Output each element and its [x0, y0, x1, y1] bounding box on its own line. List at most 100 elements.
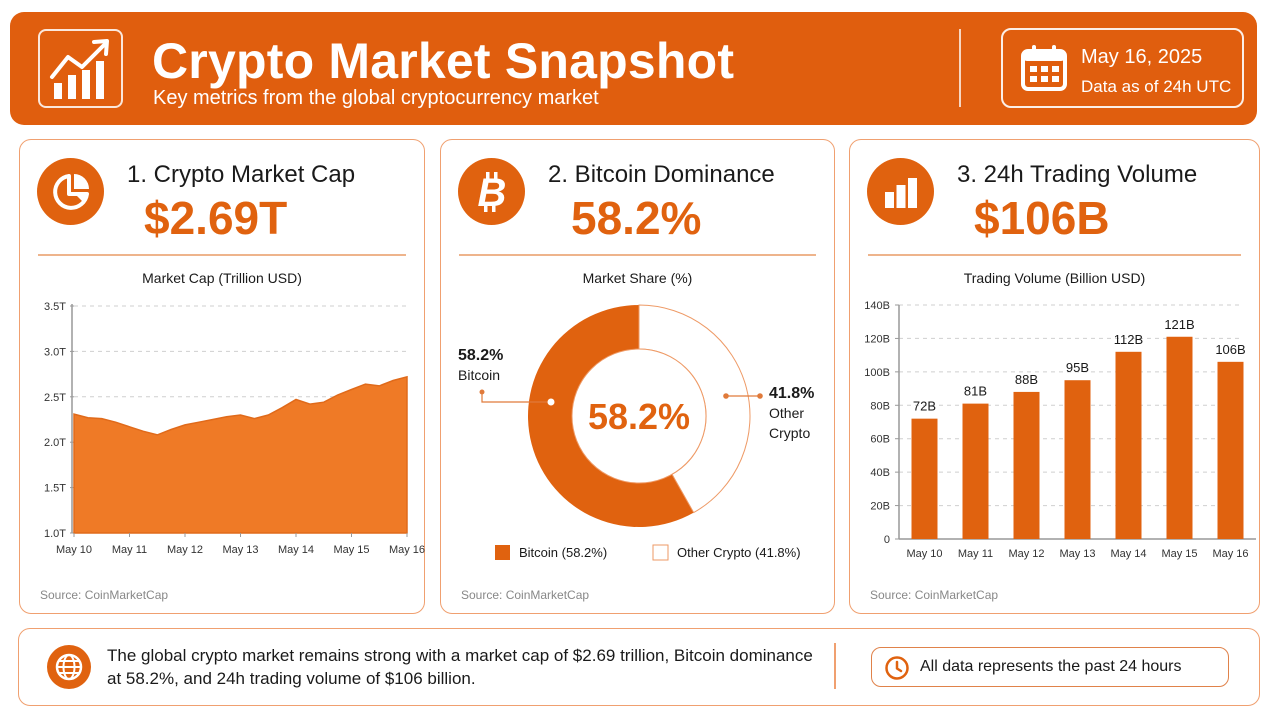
y-tick-label: 2.0T [44, 437, 66, 449]
chart-title: Trading Volume (Billion USD) [963, 270, 1146, 286]
legend-swatch-bitcoin [495, 545, 510, 560]
bar-data-label: 88B [1015, 372, 1038, 387]
bitcoin-dominance-value: 58.2% [571, 192, 702, 244]
leader-dot-bitcoin [547, 398, 555, 406]
chart-trend-up-icon [38, 29, 123, 108]
header-divider [959, 29, 961, 107]
y-tick-label: 3.5T [44, 301, 66, 313]
divider [38, 254, 406, 256]
y-tick-label: 100B [864, 367, 890, 379]
slice-bitcoin [528, 305, 694, 527]
trading-volume-bar-chart: 0 20B 40B 60B 80B 100B 120B 140B 72B May 10 81B May… [864, 300, 1256, 560]
summary-footer: The global crypto market remains strong … [18, 628, 1260, 706]
source-label: Source: CoinMarketCap [461, 588, 590, 602]
x-tick-label: May 10 [906, 548, 942, 560]
trading-volume-card: 3. 24h Trading Volume $106B Trading Volu… [849, 139, 1260, 614]
y-tick-label: 80B [870, 400, 890, 412]
date-badge: May 16, 2025 Data as of 24h UTC [1001, 28, 1244, 108]
y-tick-label: 40B [870, 467, 890, 479]
other-callout-name: Crypto [769, 425, 810, 441]
bar-data-label: 121B [1164, 317, 1194, 332]
pie-chart-icon [37, 158, 104, 225]
leader-dot-bitcoin-end [479, 389, 485, 395]
bar [1013, 391, 1040, 539]
x-tick-label: May 15 [1161, 548, 1197, 560]
y-tick-label: 3.0T [44, 346, 66, 358]
legend-label-bitcoin: Bitcoin (58.2%) [519, 545, 607, 560]
x-tick-label: May 13 [1059, 548, 1095, 560]
y-tick-label: 140B [864, 300, 890, 312]
x-tick-label: May 10 [56, 544, 92, 556]
bitcoin-dominance-card: B 2. Bitcoin Dominance 58.2% Market Shar… [440, 139, 835, 614]
market-cap-area [73, 375, 408, 534]
bar-data-label: 95B [1066, 360, 1089, 375]
x-tick-label: May 16 [389, 544, 425, 556]
other-callout-value: 41.8% [769, 385, 814, 402]
other-callout-name: Other [769, 405, 804, 421]
trading-volume-value: $106B [974, 192, 1110, 244]
y-tick-label: 60B [870, 434, 890, 446]
data-period-text: All data represents the past 24 hours [920, 658, 1182, 675]
bar-data-label: 112B [1114, 332, 1143, 347]
card-title: 1. Crypto Market Cap [127, 161, 356, 188]
x-tick-label: May 11 [958, 548, 993, 560]
x-tick-label: May 13 [222, 544, 258, 556]
bar-data-label: 81B [964, 384, 987, 399]
footer-divider [834, 643, 836, 689]
x-tick-label: May 16 [1212, 548, 1248, 560]
market-cap-card: 1. Crypto Market Cap $2.69T Market Cap (… [19, 139, 425, 614]
source-label: Source: CoinMarketCap [40, 588, 169, 602]
clock-icon [885, 656, 909, 680]
leader-line-bitcoin [481, 392, 551, 403]
bar-chart-icon [867, 158, 934, 225]
x-tick-label: May 12 [167, 544, 203, 556]
y-tick-label: 1.5T [44, 483, 66, 495]
calendar-icon [1021, 45, 1067, 91]
source-label: Source: CoinMarketCap [870, 588, 999, 602]
market-share-donut-chart: 58.2% 58.2% Bitcoin 41.8% Other Crypto Bitcoin… [458, 304, 814, 561]
bar [1064, 380, 1091, 539]
y-tick-label: 1.0T [44, 528, 66, 540]
legend-label-other: Other Crypto (41.8%) [677, 545, 801, 560]
legend-swatch-other [652, 544, 669, 561]
x-tick-label: May 12 [1008, 548, 1044, 560]
y-tick-label: 0 [884, 534, 890, 546]
divider [459, 254, 816, 256]
divider [868, 254, 1241, 256]
bar [1217, 361, 1244, 539]
card-title: 2. Bitcoin Dominance [548, 161, 775, 188]
market-cap-area-chart: 1.0T 1.5T 2.0T 2.5T 3.0T 3.5T May 10 May 11 May … [44, 301, 425, 556]
y-tick-label: 120B [864, 333, 890, 345]
y-tick-label: 20B [870, 501, 890, 513]
market-cap-value: $2.69T [144, 192, 288, 244]
leader-dot-other-end [757, 393, 763, 399]
report-date: May 16, 2025 [1081, 46, 1203, 68]
bar-data-label: 106B [1215, 342, 1245, 357]
y-tick-label: 2.5T [44, 392, 66, 404]
bitcoin-icon: B [458, 158, 525, 225]
bar [962, 403, 989, 539]
globe-icon [47, 645, 91, 689]
chart-title: Market Share (%) [582, 270, 693, 286]
summary-text: The global crypto market remains strong … [107, 646, 813, 688]
x-tick-label: May 11 [112, 544, 147, 556]
report-date-note: Data as of 24h UTC [1081, 77, 1232, 96]
bar [1166, 336, 1193, 539]
bar-data-label: 72B [913, 399, 936, 414]
bitcoin-callout-value: 58.2% [458, 347, 503, 364]
bar [1115, 351, 1142, 539]
card-title: 3. 24h Trading Volume [957, 161, 1198, 188]
x-tick-label: May 14 [278, 544, 314, 556]
data-period-note: All data represents the past 24 hours [871, 647, 1229, 687]
x-tick-label: May 14 [1110, 548, 1146, 560]
chart-title: Market Cap (Trillion USD) [142, 270, 302, 286]
x-tick-label: May 15 [333, 544, 369, 556]
leader-dot-other [723, 393, 729, 399]
bitcoin-callout-name: Bitcoin [458, 367, 500, 383]
donut-hole [571, 348, 707, 484]
page-title: Crypto Market Snapshot [152, 33, 735, 89]
bar [911, 418, 938, 539]
donut-center-label: 58.2% [588, 396, 690, 437]
page-subtitle: Key metrics from the global cryptocurren… [153, 87, 599, 109]
header-banner: Crypto Market Snapshot Key metrics from … [10, 12, 1257, 125]
